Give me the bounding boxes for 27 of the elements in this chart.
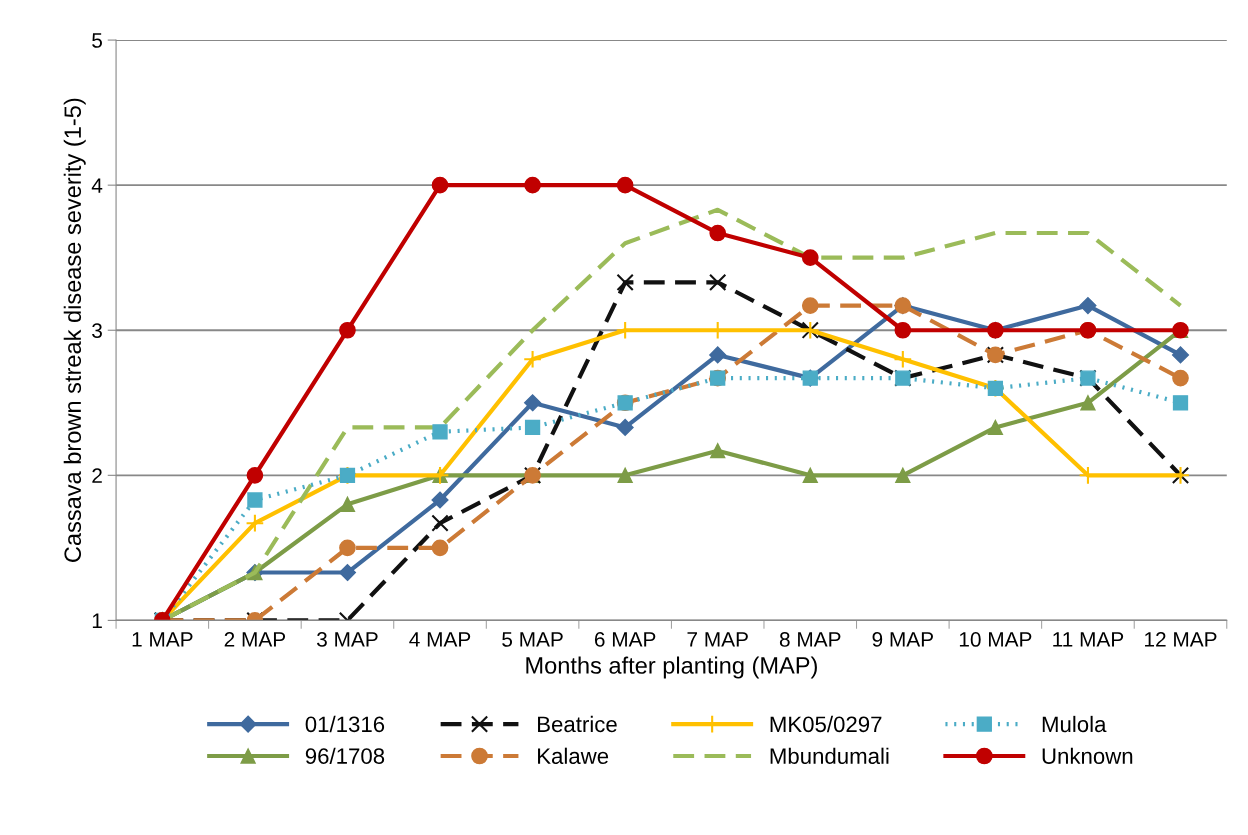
y-tick-label: 1 <box>92 613 102 628</box>
x-tick-label: 4 MAP <box>409 632 471 647</box>
y-tick-label: 2 <box>92 468 102 483</box>
x-tick-label: 11 MAP <box>1053 632 1124 647</box>
x-tick-label: 6 MAP <box>594 632 656 647</box>
x-tick-label: 10 MAP <box>959 632 1032 647</box>
legend-label: Beatrice <box>538 715 617 733</box>
legend-label: 96/1708 <box>305 747 385 764</box>
x-tick-label: 1 MAP <box>132 632 193 647</box>
legend-label: MK05/0297 <box>770 715 882 733</box>
x-tick-label: 7 MAP <box>687 632 748 647</box>
x-tick-label: 2 MAP <box>224 632 286 647</box>
y-tick-label: 5 <box>92 33 102 48</box>
x-tick-label: 3 MAP <box>317 632 378 647</box>
x-tick-label: 9 MAP <box>872 632 933 647</box>
legend-label: 01/1316 <box>305 715 385 733</box>
legend-label: Mulola <box>1042 715 1107 733</box>
x-tick-label: 12 MAP <box>1145 632 1217 647</box>
x-axis-title: Months after planting (MAP) <box>526 656 817 679</box>
legend-label: Mbundumali <box>770 747 889 764</box>
y-axis-title: Cassava brown streak disease severity (1-5) <box>63 98 86 562</box>
y-tick-label: 4 <box>91 178 103 193</box>
x-tick-label: 8 MAP <box>779 632 841 647</box>
y-tick-label: 3 <box>92 323 102 338</box>
legend-label: Unknown <box>1042 747 1133 764</box>
x-tick-label: 5 MAP <box>502 632 563 647</box>
legend-label: Kalawe <box>538 747 609 764</box>
